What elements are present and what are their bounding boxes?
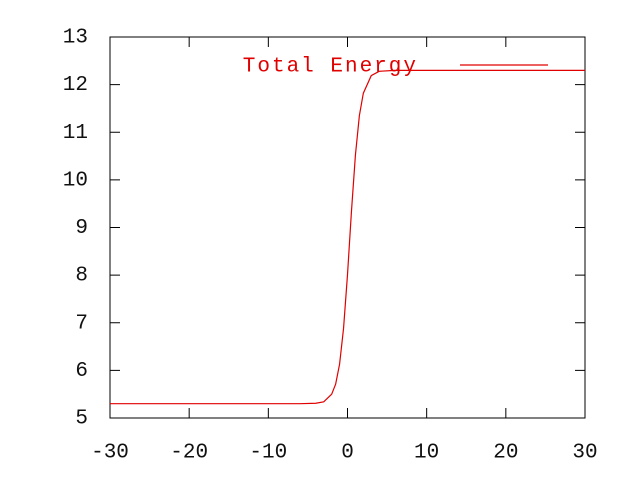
- y-tick-label: 11: [63, 122, 88, 145]
- y-tick-label: 8: [75, 265, 88, 288]
- y-tick-label: 7: [75, 312, 88, 335]
- x-tick-label: 10: [414, 442, 439, 465]
- y-tick-label: 12: [63, 74, 88, 97]
- y-tick-label: 5: [75, 408, 88, 431]
- x-tick-label: -10: [249, 442, 287, 465]
- x-tick-label: -20: [170, 442, 208, 465]
- plot-border: [109, 36, 586, 419]
- y-tick-label: 13: [63, 27, 88, 50]
- y-tick-label: 10: [63, 169, 88, 192]
- y-tick-label: 9: [75, 217, 88, 240]
- x-tick-label: -30: [91, 442, 129, 465]
- y-tick-label: 6: [75, 360, 88, 383]
- legend-label: Total Energy: [243, 56, 418, 79]
- series-line: [110, 69, 585, 405]
- x-tick-label: 20: [493, 442, 518, 465]
- x-tick-label: 30: [572, 442, 597, 465]
- x-tick-label: 0: [341, 442, 354, 465]
